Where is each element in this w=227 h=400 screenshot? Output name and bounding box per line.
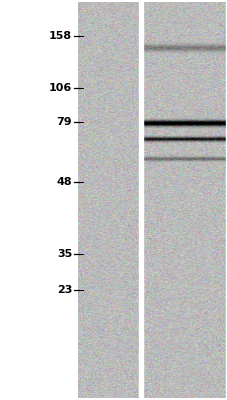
Text: 158: 158	[49, 31, 72, 41]
Text: 79: 79	[56, 117, 72, 127]
Text: 35: 35	[57, 249, 72, 259]
Text: 106: 106	[49, 83, 72, 93]
Bar	[138, 2, 142, 398]
Bar	[225, 0, 227, 400]
Text: 23: 23	[57, 285, 72, 295]
Text: 48: 48	[56, 177, 72, 187]
Bar	[0, 2, 78, 398]
